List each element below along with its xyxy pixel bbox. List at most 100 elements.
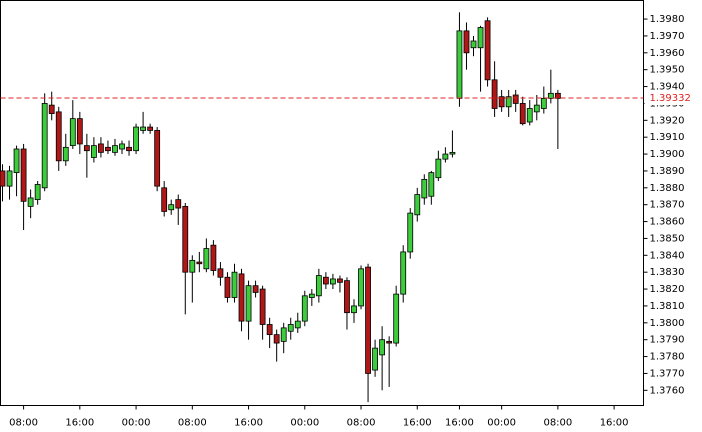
y-tick-label: 1.3770: [650, 368, 685, 379]
y-tick-label: 1.3920: [650, 115, 685, 126]
price-label-box: [644, 91, 701, 106]
y-tick-label: 1.3980: [650, 14, 685, 25]
bull-candle: [379, 339, 386, 356]
bull-candle: [414, 194, 421, 216]
bull-candle: [505, 96, 512, 108]
bull-candle: [477, 27, 484, 49]
bear-candle: [217, 268, 224, 278]
bear-candle: [498, 96, 505, 108]
x-tick-label: 00:00: [290, 418, 319, 429]
bear-candle: [98, 143, 104, 153]
bull-candle: [540, 97, 547, 109]
bull-candle: [351, 305, 357, 314]
bear-candle: [365, 266, 371, 374]
x-tick-label: 16:00: [445, 418, 474, 429]
bull-candle: [308, 293, 315, 298]
y-tick-label: 1.3810: [650, 301, 685, 312]
bull-candle: [372, 347, 378, 371]
bull-candle: [470, 40, 477, 49]
bull-candle: [547, 92, 554, 99]
bear-candle: [322, 276, 329, 285]
bear-candle: [491, 79, 498, 109]
bear-candle: [0, 170, 6, 187]
y-tick-label: 1.3790: [650, 335, 685, 346]
bull-candle: [189, 259, 196, 273]
y-tick-label: 1.3860: [650, 217, 685, 228]
bull-candle: [358, 268, 364, 307]
bear-candle: [147, 126, 154, 131]
bull-candle: [69, 118, 76, 147]
y-tick-label: 1.3780: [650, 352, 685, 363]
bear-candle: [224, 276, 231, 298]
x-tick-label: 16:00: [403, 418, 432, 429]
bull-candle: [133, 126, 139, 152]
bull-candle: [90, 145, 97, 158]
bull-candle: [315, 275, 322, 297]
bear-candle: [259, 288, 266, 325]
bear-candle: [126, 146, 132, 152]
bull-candle: [168, 204, 175, 211]
bull-candle: [393, 293, 400, 344]
bull-candle: [435, 158, 442, 179]
x-tick-label: 16:00: [234, 418, 263, 429]
x-tick-label: 08:00: [347, 418, 376, 429]
y-tick-label: 1.3840: [650, 250, 685, 261]
y-tick-label: 1.3900: [650, 149, 685, 160]
bull-candle: [294, 320, 301, 329]
x-tick-label: 08:00: [9, 418, 38, 429]
bear-candle: [252, 285, 259, 293]
bull-candle: [119, 143, 125, 150]
bull-candle: [41, 103, 48, 189]
bull-candle: [231, 271, 238, 298]
bear-candle: [161, 187, 168, 212]
y-tick-label: 1.3910: [650, 132, 685, 143]
bear-candle: [76, 118, 83, 145]
bull-candle: [112, 145, 118, 153]
y-tick-label: 1.3960: [650, 48, 685, 59]
x-tick-label: 16:00: [600, 418, 629, 429]
bull-candle: [421, 178, 428, 199]
bull-candle: [13, 148, 20, 174]
bull-candle: [442, 153, 449, 160]
bear-candle: [182, 205, 189, 273]
y-tick-label: 1.3970: [650, 31, 685, 42]
bear-candle: [273, 334, 280, 344]
x-tick-label: 08:00: [543, 418, 572, 429]
bull-candle: [449, 151, 456, 155]
bear-candle: [519, 103, 526, 125]
bull-candle: [330, 278, 336, 285]
y-tick-label: 1.3830: [650, 267, 685, 278]
y-tick-label: 1.3940: [650, 82, 685, 93]
bull-candle: [280, 327, 287, 342]
y-tick-label: 1.3800: [650, 318, 685, 329]
price-label: 1.39332: [650, 93, 691, 104]
bear-candle: [20, 148, 27, 202]
bear-candle: [154, 130, 161, 187]
bull-candle: [428, 172, 435, 197]
y-tick-label: 1.3950: [650, 65, 685, 76]
bull-candle: [140, 126, 147, 131]
bear-candle: [337, 278, 343, 283]
x-tick-label: 08:00: [178, 418, 207, 429]
bear-candle: [266, 324, 273, 336]
bear-candle: [175, 199, 182, 209]
bull-candle: [407, 212, 414, 253]
bull-candle: [287, 324, 294, 332]
bear-candle: [344, 280, 350, 314]
bull-candle: [62, 146, 69, 162]
bull-candle: [400, 251, 407, 295]
bear-candle: [463, 30, 470, 54]
bull-candle: [301, 295, 308, 322]
y-tick-label: 1.3890: [650, 166, 685, 177]
bull-candle: [533, 104, 540, 113]
bull-candle: [27, 197, 34, 207]
bull-candle: [456, 30, 463, 99]
bear-candle: [55, 111, 62, 162]
bear-candle: [554, 92, 561, 99]
bear-candle: [484, 20, 491, 81]
bull-candle: [34, 184, 41, 201]
bear-candle: [48, 104, 55, 114]
bull-candle: [526, 108, 533, 123]
bear-candle: [83, 145, 90, 152]
